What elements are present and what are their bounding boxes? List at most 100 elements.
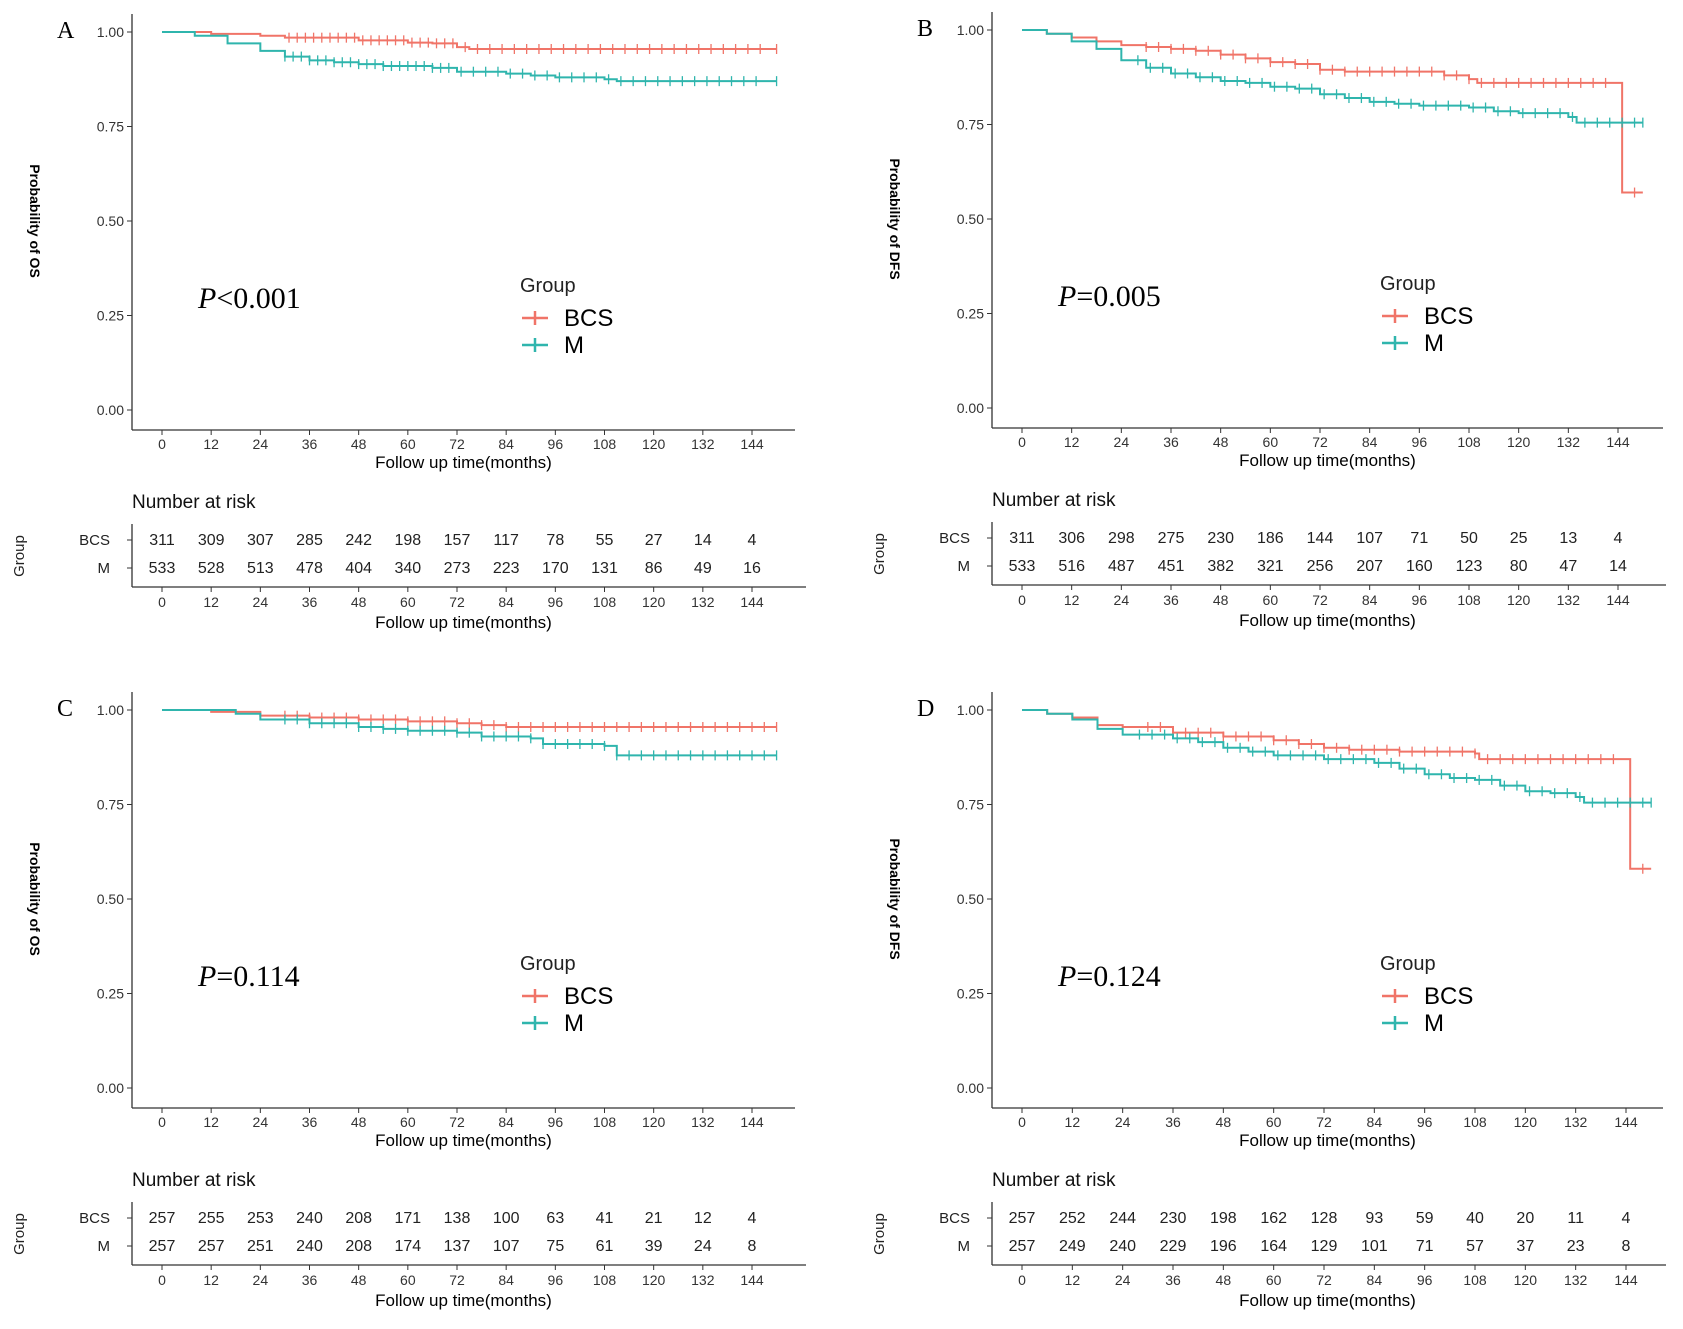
panel-label: A: [57, 18, 75, 44]
risk-x-tick-label: 36: [1165, 1272, 1181, 1288]
risk-value: 8: [748, 1238, 757, 1255]
risk-row-label: M: [958, 1238, 971, 1255]
risk-value: 157: [444, 532, 471, 549]
y-tick-label: 0.25: [97, 308, 124, 324]
x-tick-label: 144: [1606, 434, 1630, 450]
risk-value: 4: [1622, 1210, 1631, 1227]
risk-axis-title: Group: [871, 533, 888, 575]
km-panel-c: C0.000.250.500.751.000 12 24 36 48 60 72 84 96 10…: [11, 692, 806, 1310]
risk-x-tick-label: 84: [498, 1272, 514, 1288]
risk-value: 20: [1516, 1210, 1534, 1227]
risk-value: 229: [1160, 1238, 1187, 1255]
risk-x-tick-label: 144: [1606, 592, 1630, 608]
x-tick-label: 120: [1514, 1114, 1538, 1130]
y-tick-label: 0.50: [957, 891, 984, 907]
risk-row-label: BCS: [79, 532, 110, 549]
risk-value: 208: [345, 1210, 372, 1227]
x-tick-label: 12: [203, 436, 219, 452]
risk-x-tick-label: 108: [1463, 1272, 1487, 1288]
y-tick-label: 0.00: [97, 402, 124, 418]
risk-x-tick-label: 48: [351, 1272, 367, 1288]
risk-value: 311: [1009, 530, 1035, 547]
p-value: P=0.005: [1057, 280, 1161, 313]
risk-value: 242: [345, 532, 372, 549]
risk-value: 100: [493, 1210, 520, 1227]
risk-value: 306: [1058, 530, 1085, 547]
risk-table-title: Number at risk: [992, 490, 1116, 511]
x-tick-label: 24: [253, 1114, 269, 1130]
risk-value: 24: [694, 1238, 712, 1255]
x-tick-label: 60: [400, 1114, 416, 1130]
risk-value: 37: [1516, 1238, 1534, 1255]
risk-x-tick-label: 12: [203, 1272, 219, 1288]
risk-value: 253: [247, 1210, 274, 1227]
risk-value: 208: [345, 1238, 372, 1255]
risk-value: 16: [743, 560, 761, 577]
x-tick-label: 0: [158, 436, 166, 452]
risk-x-tick-label: 120: [642, 594, 666, 610]
risk-x-tick-label: 108: [593, 1272, 617, 1288]
risk-value: 487: [1108, 558, 1135, 575]
risk-value: 4: [1614, 530, 1623, 547]
risk-value: 4: [748, 1210, 757, 1227]
risk-value: 298: [1108, 530, 1135, 547]
risk-axis-title: Group: [11, 1213, 28, 1255]
risk-x-tick-label: 60: [400, 1272, 416, 1288]
risk-value: 131: [591, 560, 618, 577]
risk-value: 257: [149, 1210, 176, 1227]
x-tick-label: 132: [1564, 1114, 1588, 1130]
risk-value: 198: [1210, 1210, 1237, 1227]
risk-value: 71: [1416, 1238, 1434, 1255]
risk-x-tick-label: 120: [1507, 592, 1531, 608]
x-tick-label: 48: [1213, 434, 1229, 450]
legend-title: Group: [520, 275, 576, 297]
legend-label: M: [1424, 1010, 1444, 1037]
y-tick-label: 0.75: [97, 797, 124, 813]
risk-x-tick-label: 96: [1412, 592, 1428, 608]
risk-value: 478: [296, 560, 323, 577]
x-tick-label: 132: [691, 1114, 715, 1130]
risk-x-tick-label: 0: [1018, 1272, 1026, 1288]
series-bcs: [1022, 709, 1652, 874]
risk-value: 207: [1356, 558, 1383, 575]
x-tick-label: 36: [302, 1114, 318, 1130]
x-tick-label: 120: [1507, 434, 1531, 450]
risk-value: 404: [345, 560, 372, 577]
risk-table: Number at risk Group BCS 311 306 298 275 230 186…: [871, 490, 1666, 630]
x-tick-label: 108: [1457, 434, 1481, 450]
risk-value: 39: [645, 1238, 663, 1255]
risk-value: 275: [1158, 530, 1185, 547]
risk-value: 257: [1009, 1238, 1036, 1255]
y-tick-label: 0.00: [957, 400, 984, 416]
x-tick-label: 84: [1362, 434, 1378, 450]
risk-x-tick-label: 132: [691, 594, 715, 610]
risk-value: 129: [1311, 1238, 1338, 1255]
series-bcs: [1022, 29, 1643, 198]
legend-title: Group: [1380, 953, 1436, 975]
x-tick-label: 36: [1165, 1114, 1181, 1130]
risk-x-tick-label: 48: [1216, 1272, 1232, 1288]
x-tick-label: 24: [1114, 434, 1130, 450]
risk-x-tick-label: 132: [1564, 1272, 1588, 1288]
risk-x-tick-label: 96: [548, 1272, 564, 1288]
risk-value: 86: [645, 560, 663, 577]
risk-value: 230: [1160, 1210, 1187, 1227]
risk-value: 137: [444, 1238, 471, 1255]
risk-x-tick-label: 36: [302, 1272, 318, 1288]
risk-x-tick-label: 132: [691, 1272, 715, 1288]
risk-x-tick-label: 0: [158, 594, 166, 610]
x-tick-label: 132: [691, 436, 715, 452]
risk-value: 249: [1059, 1238, 1086, 1255]
legend-item-m: M: [522, 332, 584, 359]
y-tick-label: 0.25: [957, 306, 984, 322]
risk-value: 240: [296, 1210, 323, 1227]
x-tick-label: 120: [642, 1114, 666, 1130]
risk-value: 273: [444, 560, 471, 577]
risk-value: 61: [596, 1238, 614, 1255]
y-tick-label: 0.75: [957, 797, 984, 813]
km-panel-a: A0.000.250.500.751.000 12 24 36 48 60 72 84 96 10…: [11, 14, 806, 632]
risk-value: 49: [694, 560, 712, 577]
risk-value: 256: [1307, 558, 1334, 575]
risk-value: 307: [247, 532, 274, 549]
